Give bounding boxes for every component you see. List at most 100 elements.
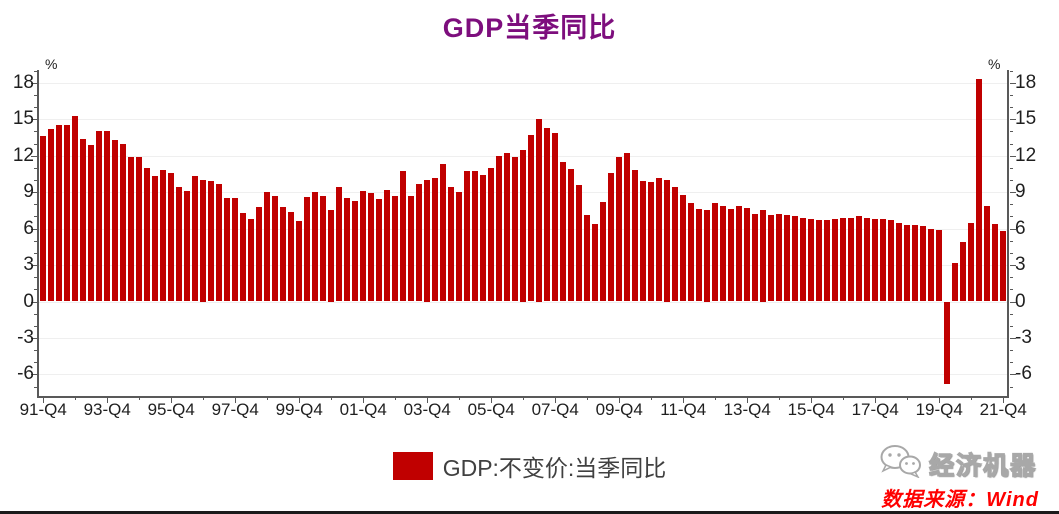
bar bbox=[864, 217, 871, 302]
x-tick-label: 07-Q4 bbox=[531, 400, 579, 419]
bar bbox=[288, 211, 295, 302]
y-axis-tick bbox=[1010, 216, 1013, 218]
bar bbox=[928, 228, 935, 302]
y-axis-tick bbox=[1010, 325, 1013, 327]
y-tick-label: 6 bbox=[23, 217, 34, 239]
logo-text: 经济机器 bbox=[928, 451, 1037, 480]
x-axis-tick bbox=[203, 396, 205, 400]
y-axis-tick bbox=[34, 350, 37, 352]
gridline bbox=[39, 337, 1008, 339]
x-axis-tick bbox=[363, 396, 365, 403]
bar bbox=[536, 119, 543, 302]
x-tick-label: 19-Q4 bbox=[915, 400, 963, 419]
bar bbox=[592, 223, 599, 302]
x-tick-label: 09-Q4 bbox=[595, 400, 643, 419]
x-axis-tick bbox=[107, 396, 109, 403]
y-axis-tick bbox=[34, 143, 37, 145]
legend-swatch bbox=[392, 452, 433, 480]
bar bbox=[920, 226, 927, 302]
x-axis-tick bbox=[75, 396, 77, 400]
bar bbox=[856, 216, 863, 302]
bar bbox=[976, 79, 983, 302]
y-axis-tick bbox=[1010, 337, 1016, 339]
x-axis-tick bbox=[683, 396, 685, 403]
bar bbox=[440, 164, 447, 302]
bar bbox=[88, 144, 95, 302]
bar bbox=[256, 206, 263, 302]
bar bbox=[872, 218, 879, 302]
bar bbox=[728, 209, 735, 302]
bar bbox=[56, 125, 63, 302]
bar bbox=[808, 218, 815, 302]
bar bbox=[80, 138, 87, 302]
x-axis-tick bbox=[299, 396, 301, 403]
y-tick-label: 3 bbox=[1015, 254, 1026, 276]
y-axis-tick bbox=[34, 313, 37, 315]
bar bbox=[48, 128, 55, 302]
x-tick-label: 99-Q4 bbox=[275, 400, 323, 419]
x-axis-tick bbox=[235, 396, 237, 403]
bar bbox=[744, 207, 751, 302]
bar bbox=[464, 171, 471, 302]
y-axis-tick bbox=[1010, 252, 1013, 254]
y-axis-tick bbox=[31, 301, 37, 303]
y-axis-tick bbox=[34, 167, 37, 169]
x-axis-tick bbox=[971, 396, 973, 400]
bar bbox=[624, 153, 631, 302]
x-axis-tick bbox=[427, 396, 429, 403]
bar bbox=[504, 153, 511, 302]
y-axis-tick bbox=[1010, 94, 1013, 96]
y-axis-unit-left: % bbox=[45, 56, 58, 72]
data-source-label: 数据来源：Wind bbox=[881, 489, 1039, 511]
bottom-divider bbox=[0, 511, 1059, 514]
logo: 经济机器 bbox=[879, 444, 1037, 483]
x-axis-tick bbox=[587, 396, 589, 400]
x-axis-tick bbox=[875, 396, 877, 403]
bar bbox=[112, 139, 119, 302]
x-axis-tick bbox=[843, 396, 845, 400]
bar bbox=[352, 200, 359, 302]
bar bbox=[648, 182, 655, 302]
bar bbox=[760, 210, 767, 302]
y-axis-tick bbox=[1010, 289, 1013, 291]
x-tick-label: 21-Q4 bbox=[979, 400, 1027, 419]
y-axis-tick bbox=[1010, 167, 1013, 169]
bar bbox=[968, 222, 975, 302]
y-axis-tick bbox=[1010, 119, 1016, 121]
bar bbox=[152, 176, 159, 302]
y-axis-tick bbox=[1010, 155, 1016, 157]
x-tick-label: 11-Q4 bbox=[660, 400, 707, 419]
bar bbox=[720, 205, 727, 302]
bar bbox=[608, 172, 615, 302]
y-axis-tick bbox=[1010, 362, 1013, 364]
x-axis-tick bbox=[459, 396, 461, 400]
y-axis-tick bbox=[1010, 107, 1013, 109]
bar bbox=[632, 170, 639, 302]
bar bbox=[816, 220, 823, 302]
x-tick-label: 15-Q4 bbox=[787, 400, 835, 419]
y-axis-right bbox=[1007, 70, 1009, 398]
y-axis-left bbox=[37, 70, 39, 398]
y-axis-tick bbox=[1010, 143, 1013, 145]
bar bbox=[104, 131, 111, 302]
bar bbox=[656, 177, 663, 302]
bar bbox=[560, 161, 567, 302]
x-tick-label: 97-Q4 bbox=[211, 400, 259, 419]
bar bbox=[512, 156, 519, 302]
y-axis-tick bbox=[34, 289, 37, 291]
bar bbox=[176, 187, 183, 302]
gridline bbox=[39, 82, 1008, 84]
y-tick-label: -3 bbox=[1015, 326, 1032, 348]
bar bbox=[480, 175, 487, 302]
x-axis-tick bbox=[619, 396, 621, 403]
bar bbox=[384, 189, 391, 302]
y-tick-label: 12 bbox=[1015, 144, 1037, 166]
bar bbox=[232, 198, 239, 302]
bar bbox=[408, 195, 415, 302]
y-axis-tick bbox=[34, 107, 37, 109]
bar bbox=[72, 115, 79, 302]
bar bbox=[304, 197, 311, 302]
bar bbox=[960, 241, 967, 302]
y-axis-tick bbox=[34, 216, 37, 218]
y-axis-tick bbox=[31, 82, 37, 84]
